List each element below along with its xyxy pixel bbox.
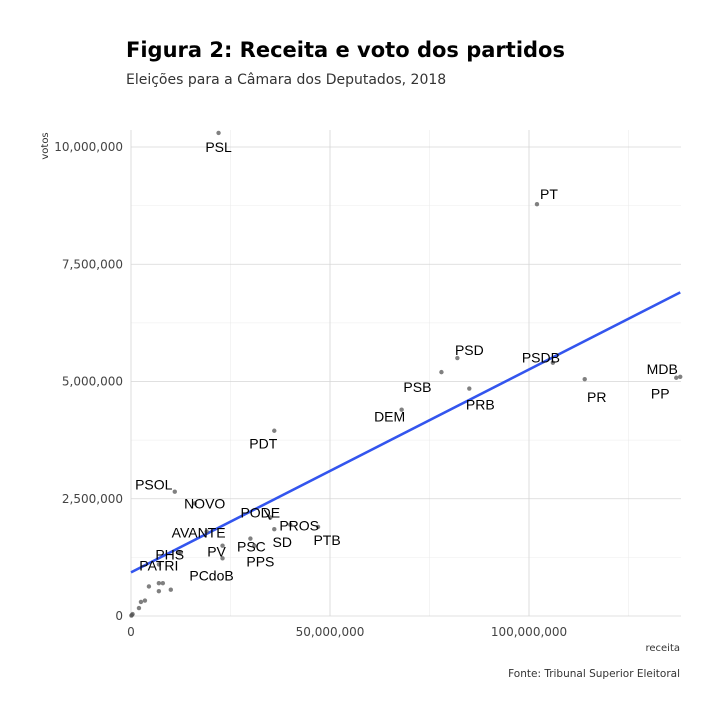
data-point: [168, 587, 173, 592]
point-label-pr: PR: [587, 389, 606, 405]
chart-title: Figura 2: Receita e voto dos partidos: [126, 38, 565, 62]
point-label-prb: PRB: [466, 397, 495, 413]
data-point: [156, 562, 162, 567]
point-label-psl: PSL: [205, 139, 232, 155]
point-label-mdb: MDB: [647, 361, 678, 377]
chart-subtitle: Eleições para a Câmara dos Deputados, 20…: [126, 72, 446, 88]
data-point: [674, 375, 679, 380]
data-point: [176, 550, 181, 555]
trend-line: [130, 291, 681, 574]
point-label-psc: PSC: [237, 539, 266, 555]
y-tick-label: 0: [115, 609, 123, 623]
point-label-psdb: PSDB: [522, 350, 560, 366]
data-point: [550, 360, 556, 365]
point-label-pode: PODE: [240, 505, 280, 521]
trend-line-group: [130, 291, 681, 574]
x-axis-ticks: 0 50,000,000 100,000,000: [127, 625, 567, 639]
data-point: [204, 529, 209, 534]
data-point: [678, 374, 683, 380]
point-label-psd: PSD: [455, 342, 484, 358]
label-leader-line: [263, 509, 271, 520]
data-point: [272, 428, 277, 433]
x-tick-label: 100,000,000: [491, 625, 567, 639]
data-point: [216, 130, 221, 136]
point-label-pdt: PDT: [249, 436, 277, 452]
data-point: [142, 598, 148, 603]
data-point: [399, 407, 404, 412]
data-point: [129, 613, 134, 618]
data-point: [220, 556, 225, 561]
y-tick-label: 2,500,000: [62, 492, 123, 506]
point-label-pros: PROS: [279, 518, 319, 534]
data-point: [220, 543, 225, 548]
data-point: [172, 489, 177, 494]
grid: [130, 130, 681, 617]
point-label-psb: PSB: [403, 379, 431, 395]
point-label-pv: PV: [207, 544, 226, 560]
data-point: [582, 376, 587, 382]
data-point: [455, 355, 460, 361]
data-point: [288, 522, 293, 527]
data-point: [439, 369, 444, 375]
data-point: [248, 536, 253, 541]
y-tick-label: 7,500,000: [62, 257, 123, 271]
data-point: [272, 527, 277, 532]
point-label-sd: SD: [273, 534, 292, 550]
x-axis-title: receita: [645, 643, 680, 654]
point-label-ptb: PTB: [313, 532, 340, 548]
data-point: [136, 605, 142, 611]
point-label-pt: PT: [540, 186, 558, 202]
data-point: [138, 599, 144, 605]
point-label-pcdob: PCdoB: [189, 567, 233, 583]
data-point: [160, 580, 166, 586]
data-point: [534, 202, 540, 207]
data-point: [156, 588, 162, 594]
data-point: [467, 386, 472, 391]
point-label-phs: PHS: [155, 547, 184, 563]
y-axis-title: votos: [40, 132, 51, 159]
data-point: [192, 501, 197, 506]
point-label-patri: PATRI: [139, 557, 178, 573]
point-label-pp: PP: [651, 386, 670, 402]
data-point: [315, 524, 321, 530]
point-label-novo: NOVO: [184, 495, 225, 511]
y-axis-ticks: 0 2,500,000 5,000,000 7,500,000 10,000,000: [54, 140, 123, 623]
point-labels: PSL PT PSD PSDB MDB PP PR PSB PRB DEM PDT PSOL NOVO P…: [135, 139, 678, 583]
point-label-avante: AVANTE: [172, 525, 226, 541]
x-tick-label: 50,000,000: [296, 625, 365, 639]
point-label-dem: DEM: [374, 409, 405, 425]
chart-caption: Fonte: Tribunal Superior Eleitoral: [508, 668, 680, 680]
point-label-psol: PSOL: [135, 477, 173, 493]
x-tick-label: 0: [127, 625, 135, 639]
point-label-pps: PPS: [246, 554, 274, 570]
data-point: [252, 543, 257, 548]
data-point: [146, 584, 152, 589]
y-tick-label: 5,000,000: [62, 375, 123, 389]
data-point: [156, 580, 162, 586]
y-tick-label: 10,000,000: [54, 140, 123, 154]
